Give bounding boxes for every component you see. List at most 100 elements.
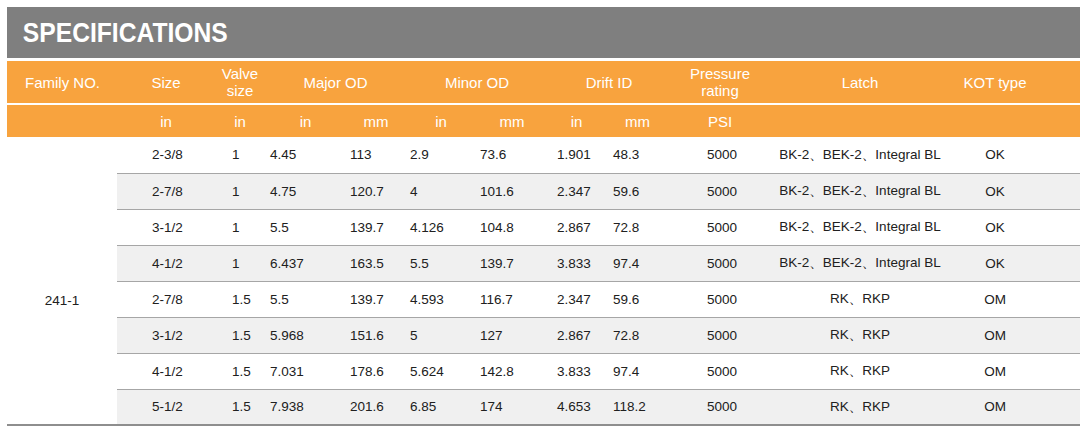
page: SPECIFICATIONS Family NO. Size Valve siz… [0, 0, 1086, 426]
column-header-minor-od: Minor OD [406, 61, 548, 104]
cell-size: 4-1/2 [117, 245, 215, 281]
cell-kot-type: OK [950, 245, 1080, 281]
cell-valve-size: 1 [215, 209, 265, 245]
cell-drift-id-in: 2.347 [548, 281, 605, 317]
unit-minor-od-mm: mm [476, 104, 548, 137]
table-row: 4-1/2 1 6.437 163.5 5.5 139.7 3.833 97.4… [7, 245, 1080, 281]
cell-drift-id-in: 2.867 [548, 209, 605, 245]
cell-major-od-in: 7.938 [265, 389, 346, 425]
cell-minor-od-mm: 174 [476, 389, 548, 425]
cell-kot-type: OM [950, 317, 1080, 353]
cell-drift-id-mm: 97.4 [605, 353, 670, 389]
cell-major-od-mm: 163.5 [346, 245, 406, 281]
table-row: 2-7/8 1.5 5.5 139.7 4.593 116.7 2.347 59… [7, 281, 1080, 317]
section-title-bar: SPECIFICATIONS [7, 7, 1080, 58]
unit-pressure: PSI [670, 104, 770, 137]
cell-minor-od-in: 4.126 [406, 209, 476, 245]
column-header-kot-type: KOT type [950, 61, 1080, 104]
cell-minor-od-mm: 104.8 [476, 209, 548, 245]
unit-kot [950, 104, 1080, 137]
cell-pressure: 5000 [670, 281, 770, 317]
cell-minor-od-in: 5 [406, 317, 476, 353]
cell-major-od-in: 4.45 [265, 137, 346, 173]
cell-size: 2-7/8 [117, 173, 215, 209]
cell-pressure: 5000 [670, 317, 770, 353]
cell-drift-id-in: 1.901 [548, 137, 605, 173]
cell-pressure: 5000 [670, 209, 770, 245]
cell-valve-size: 1.5 [215, 317, 265, 353]
cell-major-od-in: 5.5 [265, 281, 346, 317]
cell-pressure: 5000 [670, 173, 770, 209]
cell-family-no: 241-1 [7, 137, 117, 425]
cell-latch: BK-2、BEK-2、Integral BL [770, 209, 950, 245]
cell-valve-size: 1 [215, 137, 265, 173]
cell-size: 2-7/8 [117, 281, 215, 317]
cell-drift-id-mm: 59.6 [605, 281, 670, 317]
cell-size: 4-1/2 [117, 353, 215, 389]
cell-kot-type: OM [950, 389, 1080, 425]
cell-minor-od-in: 4 [406, 173, 476, 209]
cell-latch: BK-2、BEK-2、Integral BL [770, 173, 950, 209]
cell-major-od-in: 6.437 [265, 245, 346, 281]
cell-minor-od-in: 5.624 [406, 353, 476, 389]
cell-pressure: 5000 [670, 353, 770, 389]
column-header-pressure-rating: Pressure rating [670, 61, 770, 104]
cell-drift-id-mm: 48.3 [605, 137, 670, 173]
cell-kot-type: OK [950, 173, 1080, 209]
specifications-table: Family NO. Size Valve size Major OD Mino… [7, 61, 1080, 426]
cell-pressure: 5000 [670, 389, 770, 425]
cell-minor-od-mm: 116.7 [476, 281, 548, 317]
cell-kot-type: OM [950, 281, 1080, 317]
unit-family [7, 104, 117, 137]
cell-minor-od-in: 6.85 [406, 389, 476, 425]
cell-minor-od-in: 5.5 [406, 245, 476, 281]
section-title: SPECIFICATIONS [7, 17, 228, 49]
cell-drift-id-in: 3.833 [548, 245, 605, 281]
table-row: 2-7/8 1 4.75 120.7 4 101.6 2.347 59.6 50… [7, 173, 1080, 209]
unit-drift-id-in: in [548, 104, 605, 137]
cell-kot-type: OK [950, 209, 1080, 245]
cell-valve-size: 1 [215, 173, 265, 209]
cell-drift-id-mm: 72.8 [605, 209, 670, 245]
table-row: 5-1/2 1.5 7.938 201.6 6.85 174 4.653 118… [7, 389, 1080, 425]
cell-minor-od-mm: 139.7 [476, 245, 548, 281]
unit-latch [770, 104, 950, 137]
cell-major-od-in: 7.031 [265, 353, 346, 389]
cell-kot-type: OM [950, 353, 1080, 389]
unit-minor-od-in: in [406, 104, 476, 137]
column-header-major-od: Major OD [265, 61, 406, 104]
cell-valve-size: 1.5 [215, 281, 265, 317]
cell-latch: RK、RKP [770, 353, 950, 389]
cell-major-od-mm: 139.7 [346, 209, 406, 245]
cell-drift-id-in: 3.833 [548, 353, 605, 389]
cell-size: 5-1/2 [117, 389, 215, 425]
cell-minor-od-mm: 127 [476, 317, 548, 353]
cell-latch: BK-2、BEK-2、Integral BL [770, 137, 950, 173]
unit-major-od-in: in [265, 104, 346, 137]
cell-minor-od-in: 4.593 [406, 281, 476, 317]
cell-latch: RK、RKP [770, 389, 950, 425]
cell-major-od-mm: 178.6 [346, 353, 406, 389]
cell-latch: RK、RKP [770, 317, 950, 353]
column-header-drift-id: Drift ID [548, 61, 670, 104]
unit-size: in [117, 104, 215, 137]
column-header-latch: Latch [770, 61, 950, 104]
unit-valve-size: in [215, 104, 265, 137]
cell-pressure: 5000 [670, 137, 770, 173]
cell-major-od-mm: 151.6 [346, 317, 406, 353]
cell-drift-id-mm: 59.6 [605, 173, 670, 209]
cell-size: 3-1/2 [117, 317, 215, 353]
table-row: 241-1 2-3/8 1 4.45 113 2.9 73.6 1.901 48… [7, 137, 1080, 173]
cell-valve-size: 1 [215, 245, 265, 281]
cell-size: 2-3/8 [117, 137, 215, 173]
cell-drift-id-mm: 97.4 [605, 245, 670, 281]
cell-latch: RK、RKP [770, 281, 950, 317]
cell-major-od-in: 5.968 [265, 317, 346, 353]
cell-drift-id-in: 2.347 [548, 173, 605, 209]
table-row: 3-1/2 1.5 5.968 151.6 5 127 2.867 72.8 5… [7, 317, 1080, 353]
unit-major-od-mm: mm [346, 104, 406, 137]
cell-major-od-in: 4.75 [265, 173, 346, 209]
cell-major-od-in: 5.5 [265, 209, 346, 245]
column-header-size: Size [117, 61, 215, 104]
cell-latch: BK-2、BEK-2、Integral BL [770, 245, 950, 281]
